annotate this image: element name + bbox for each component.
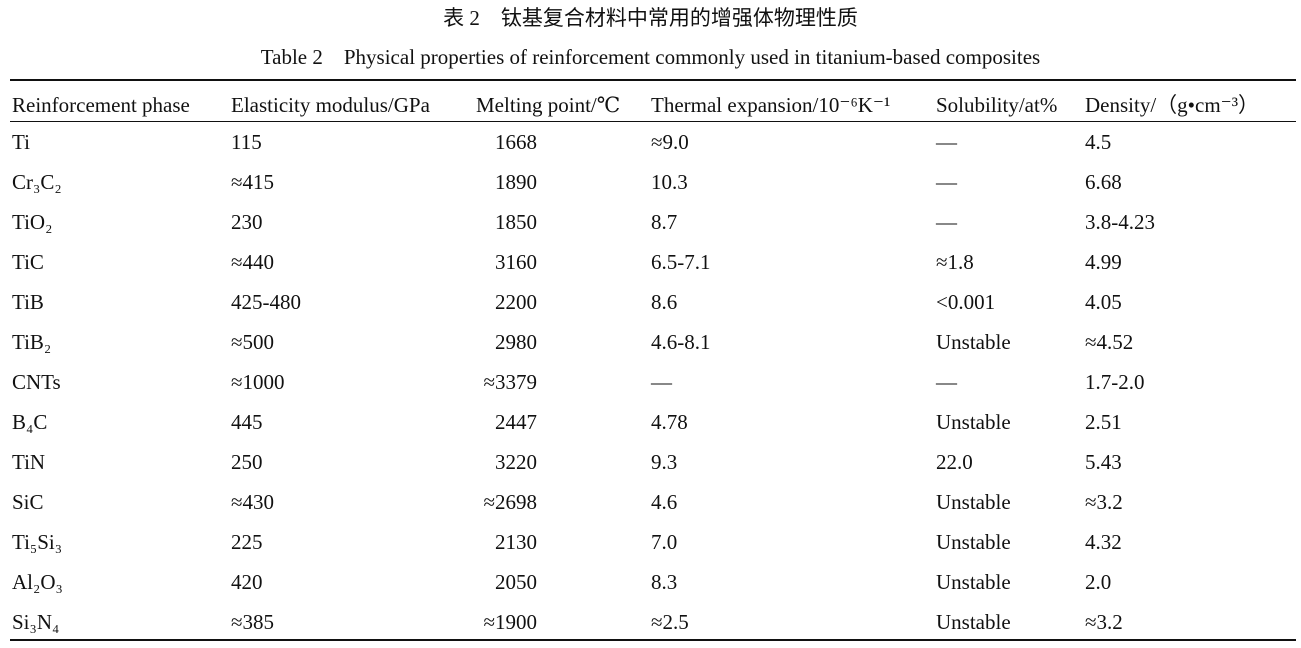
header-cell: Elasticity modulus/GPa (231, 93, 430, 117)
cell: 6.5-7.1 (651, 250, 711, 274)
cell: 2050 (495, 570, 537, 594)
cell: Si₃N₄ (12, 610, 60, 634)
cell: Unstable (936, 330, 1011, 354)
cell: TiO₂ (12, 210, 53, 234)
cell: 4.32 (1085, 530, 1122, 554)
cell: — (936, 370, 957, 394)
cell: ≈9.0 (651, 130, 689, 154)
cell: 225 (231, 530, 263, 554)
cell: ≈3.2 (1085, 610, 1123, 634)
cell: ≈1900 (483, 610, 537, 634)
cell: 4.05 (1085, 290, 1122, 314)
cell: Unstable (936, 490, 1011, 514)
cell: 250 (231, 450, 263, 474)
cell: ≈2.5 (651, 610, 689, 634)
cell: — (936, 130, 957, 154)
cell: 4.99 (1085, 250, 1122, 274)
cell: TiB₂ (12, 330, 52, 354)
cell: 8.7 (651, 210, 678, 234)
cell: 2130 (495, 530, 537, 554)
cell: — (936, 210, 957, 234)
header-cell: Thermal expansion/10⁻⁶K⁻¹ (651, 93, 891, 117)
cell: ≈4.52 (1085, 330, 1134, 354)
cell: Ti (12, 130, 30, 154)
cell: 5.43 (1085, 450, 1122, 474)
cell: 4.5 (1085, 130, 1112, 154)
cell: TiB (12, 290, 44, 314)
cell: 420 (231, 570, 263, 594)
cell: ≈440 (231, 250, 275, 274)
cell: 445 (231, 410, 263, 434)
cell: 115 (231, 130, 262, 154)
cell: 1850 (495, 210, 537, 234)
cell: 425-480 (231, 290, 301, 314)
cell: 1.7-2.0 (1085, 370, 1145, 394)
cell: 2.0 (1085, 570, 1112, 594)
header-rule (10, 121, 1296, 122)
cell: ≈3.2 (1085, 490, 1123, 514)
cell: 2200 (495, 290, 537, 314)
cell: — (936, 170, 957, 194)
cell: 8.3 (651, 570, 678, 594)
cell: B₄C (12, 410, 48, 434)
cell: ≈1000 (231, 370, 285, 394)
cell: 2.51 (1085, 410, 1122, 434)
cell: 4.6 (651, 490, 678, 514)
cell: ≈430 (231, 490, 275, 514)
cell: 3.8-4.23 (1085, 210, 1155, 234)
cell: TiN (12, 450, 46, 474)
cell: 7.0 (651, 530, 678, 554)
cell: ≈2698 (483, 490, 537, 514)
title-zh: 表 2 钛基复合材料中常用的增强体物理性质 (443, 6, 858, 30)
cell: — (651, 370, 672, 394)
cell: ≈500 (231, 330, 275, 354)
cell: 22.0 (936, 450, 973, 474)
header-cell: Solubility/at% (936, 93, 1058, 117)
cell: 8.6 (651, 290, 678, 314)
header-cell: Melting point/℃ (476, 93, 621, 117)
header-cell: Density/（g•cm⁻³） (1085, 93, 1260, 117)
cell: 10.3 (651, 170, 688, 194)
cell: 4.6-8.1 (651, 330, 711, 354)
cell: TiC (12, 250, 44, 274)
cell: Ti₅Si₃ (12, 530, 63, 554)
bottom-rule (10, 639, 1296, 641)
top-rule (10, 79, 1296, 81)
header-cell: Reinforcement phase (12, 93, 190, 117)
cell: Al₂O₃ (12, 570, 63, 594)
cell: SiC (12, 490, 44, 514)
cell: <0.001 (936, 290, 996, 314)
title-en: Table 2 Physical properties of reinforce… (260, 45, 1041, 69)
cell: 6.68 (1085, 170, 1122, 194)
cell: ≈415 (231, 170, 275, 194)
cell: 1890 (495, 170, 537, 194)
cell: 2980 (495, 330, 537, 354)
cell: 230 (231, 210, 263, 234)
cell: Unstable (936, 530, 1011, 554)
cell: 9.3 (651, 450, 678, 474)
cell: ≈385 (231, 610, 275, 634)
cell: 1668 (495, 130, 537, 154)
cell: Unstable (936, 570, 1011, 594)
cell: Unstable (936, 610, 1011, 634)
cell: Cr₃C₂ (12, 170, 62, 194)
cell: 3220 (495, 450, 537, 474)
cell: Unstable (936, 410, 1011, 434)
cell: 2447 (495, 410, 537, 434)
cell: CNTs (12, 370, 61, 394)
cell: ≈3379 (483, 370, 537, 394)
cell: 4.78 (651, 410, 688, 434)
cell: ≈1.8 (936, 250, 974, 274)
cell: 3160 (495, 250, 537, 274)
